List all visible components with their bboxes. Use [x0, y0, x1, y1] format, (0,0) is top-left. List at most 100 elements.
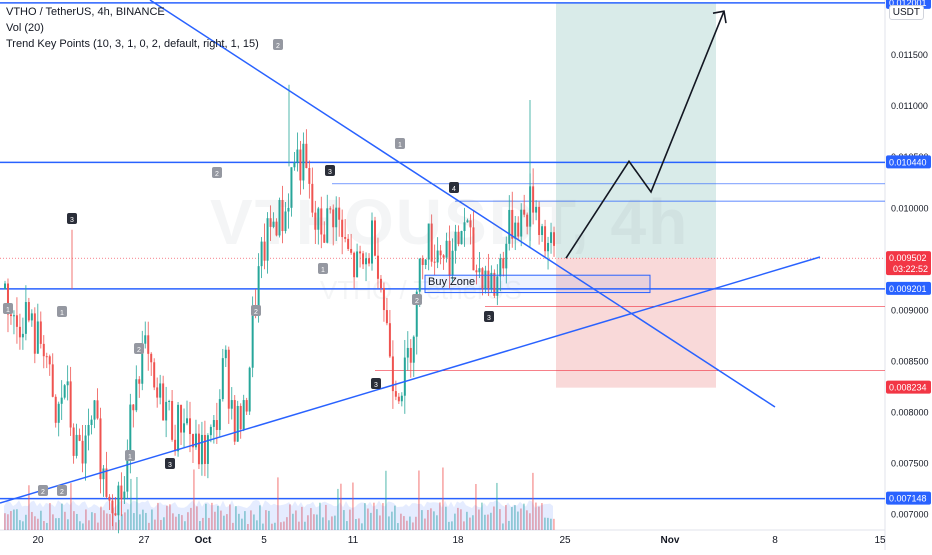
candle-body: [427, 223, 430, 260]
candle-body: [371, 220, 374, 264]
candle-body: [505, 243, 508, 269]
volume-bar: [4, 513, 6, 530]
key-point-marker: [318, 263, 328, 274]
volume-bar: [382, 503, 384, 530]
candle-body: [433, 261, 436, 263]
volume-bar: [97, 522, 99, 530]
key-point-marker: [371, 378, 381, 389]
candle-body: [469, 220, 472, 228]
volume-bar: [337, 488, 339, 530]
volume-bar: [397, 523, 399, 530]
candle-body: [517, 222, 520, 237]
candle-body: [526, 214, 529, 227]
volume-bar: [121, 514, 123, 530]
candle-body: [84, 435, 87, 464]
candle-body: [550, 232, 553, 243]
volume-bar: [82, 523, 84, 530]
price-tag-label: 0.007148: [889, 494, 927, 504]
candle-body: [466, 220, 469, 223]
candle-body: [275, 221, 278, 236]
key-point-label: 3: [70, 217, 74, 224]
volume-bar: [355, 519, 357, 530]
candle-body: [78, 434, 81, 441]
candle-body: [508, 209, 511, 244]
candle-body: [57, 403, 60, 423]
candle-body: [415, 291, 418, 337]
candle-body: [472, 227, 475, 271]
candle-body: [191, 434, 194, 448]
legend: VTHO / TetherUS, 4h, BINANCE Vol (20) Tr…: [6, 4, 259, 52]
candle-body: [266, 218, 269, 261]
key-point-label: 1: [321, 267, 325, 274]
key-point-marker: [325, 165, 335, 176]
volume-bar: [49, 502, 51, 530]
candle-body: [344, 237, 347, 239]
candle-body: [269, 218, 272, 227]
candle-body: [165, 401, 168, 421]
volume-bar: [100, 506, 102, 530]
key-point-label: 1: [398, 142, 402, 149]
candle-body: [260, 241, 263, 267]
volume-bar: [427, 509, 429, 530]
volume-bar: [541, 503, 543, 530]
candle-body: [108, 496, 111, 501]
volume-bar: [55, 518, 57, 530]
legend-vol[interactable]: Vol (20): [6, 22, 44, 34]
price-tag-label: 0.008234: [889, 383, 927, 393]
candle-body: [132, 404, 135, 411]
candle-body: [105, 468, 108, 497]
candle-body: [293, 162, 296, 168]
volume-bar: [241, 518, 243, 530]
candle-body: [341, 219, 344, 238]
candle-body: [251, 306, 254, 368]
legend-title[interactable]: VTHO / TetherUS, 4h, BINANCE: [6, 6, 165, 18]
candle-body: [114, 513, 117, 516]
candle-body: [463, 222, 466, 232]
legend-indicator[interactable]: Trend Key Points (10, 3, 1, 0, 2, defaul…: [6, 38, 259, 50]
key-point-marker: [165, 458, 175, 469]
volume-bar: [454, 513, 456, 530]
currency-label[interactable]: USDT: [888, 5, 924, 20]
volume-bar: [64, 511, 66, 530]
candle-body: [194, 433, 197, 448]
volume-bar: [310, 508, 312, 530]
volume-bar: [346, 521, 348, 530]
volume-bar: [88, 520, 90, 530]
volume-bar: [340, 483, 342, 530]
candle-body: [159, 383, 162, 398]
volume-bar: [484, 514, 486, 530]
candle-body: [314, 212, 317, 230]
volume-bar: [379, 515, 381, 530]
candle-body: [362, 253, 365, 265]
volume-bar: [298, 521, 300, 530]
volume-bar: [142, 509, 144, 530]
key-point-label: 2: [254, 309, 258, 316]
key-point-label: 2: [41, 489, 45, 496]
candle-body: [186, 418, 189, 424]
volume-bar: [160, 519, 162, 530]
volume-bar: [79, 521, 81, 530]
candle-body: [424, 259, 427, 265]
key-point-marker: [3, 303, 13, 314]
candle-body: [233, 400, 236, 442]
volume-bar: [301, 506, 303, 530]
volume-bar: [262, 523, 264, 530]
volume-bar: [523, 503, 525, 530]
volume-bar: [439, 502, 441, 530]
key-point-label: 3: [328, 169, 332, 176]
volume-bar: [154, 519, 156, 530]
y-tick-label: 0.011000: [891, 101, 928, 111]
candle-body: [138, 379, 141, 384]
volume-bar: [349, 509, 351, 530]
volume-bar: [13, 509, 15, 530]
volume-bar: [538, 506, 540, 530]
candle-body: [532, 186, 535, 213]
volume-bar: [94, 513, 96, 530]
candle-body: [200, 434, 203, 465]
volume-bar: [253, 514, 255, 530]
volume-bar: [112, 508, 114, 530]
key-point-marker: [125, 450, 135, 461]
x-tick-label: 20: [32, 535, 44, 546]
